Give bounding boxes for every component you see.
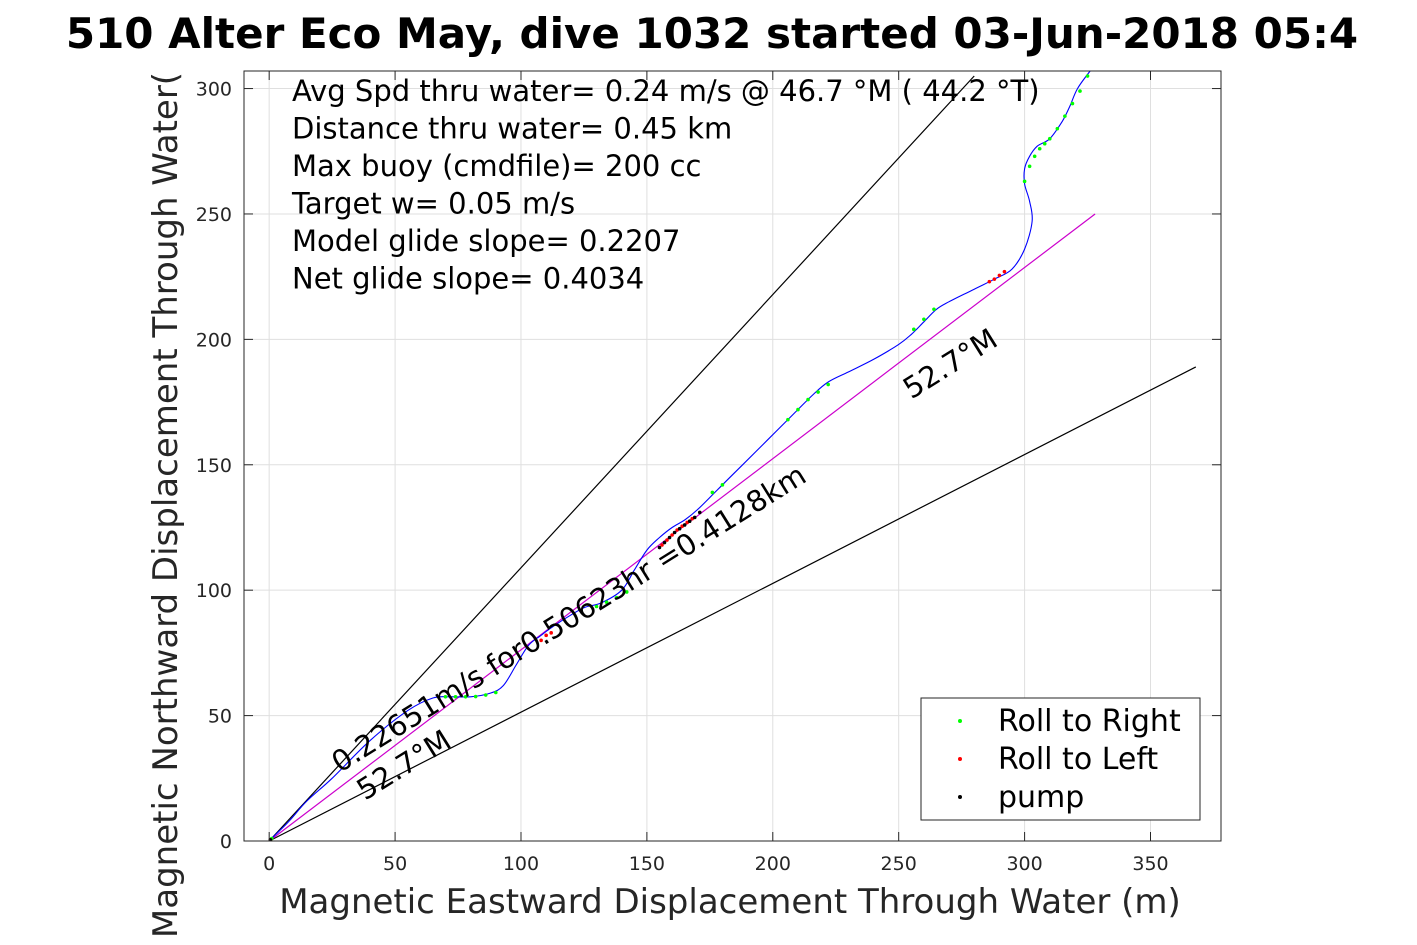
info-line: Net glide slope= 0.4034 [292,262,644,296]
pump-point [692,515,697,520]
reference-line [268,75,975,842]
roll-left-point [660,543,664,547]
legend-marker [958,795,962,799]
reference-line [268,366,1197,842]
roll-right-point [594,604,599,609]
roll-right-point [1032,154,1037,159]
roll-right-point [826,382,830,387]
roll-left-point [544,633,548,638]
roll-right-point [710,490,715,495]
roll-right-point [624,590,629,594]
roll-right-point [720,483,725,487]
roll-left-point [549,631,554,635]
x-tick-label: 200 [755,853,791,875]
roll-right-point [922,317,926,322]
y-tick-label: 0 [220,831,232,853]
roll-right-point [1055,126,1060,131]
pump-point [677,526,682,531]
y-tick-label: 200 [196,329,232,351]
info-line: Distance thru water= 0.45 km [292,112,732,146]
roll-left-point [539,638,543,643]
info-line: Avg Spd thru water= 0.24 m/s @ 46.7 °M (… [292,74,1040,108]
roll-right-point [1042,141,1047,146]
x-tick-label: 350 [1132,853,1168,875]
x-tick-label: 0 [263,853,275,875]
y-tick-label: 50 [208,706,232,728]
roll-right-point [483,693,488,697]
roll-left-point [670,533,674,537]
pump-point [657,545,662,550]
x-tick-label: 250 [881,853,917,875]
roll-right-point [786,417,790,422]
roll-right-point [463,694,468,699]
roll-right-point [604,600,609,605]
y-tick-label: 250 [196,204,232,226]
y-tick-label: 150 [196,455,232,477]
roll-left-point [992,277,997,281]
track [268,70,1091,842]
roll-right-point [494,690,498,695]
legend-marker [958,757,962,761]
roll-right-point [473,694,478,699]
info-block: Avg Spd thru water= 0.24 m/s @ 46.7 °M (… [291,74,1040,296]
info-line: Max buoy (cmdfile)= 200 cc [292,149,701,183]
roll-right-point [796,407,800,412]
legend-box [920,697,1201,821]
roll-left-point [987,279,992,284]
roll-left-point [665,538,669,542]
roll-right-point [816,390,820,394]
legend-marker [958,719,962,723]
roll-right-point [932,307,936,312]
roll-left-point [1002,269,1007,274]
x-tick-label: 300 [1006,853,1042,875]
pump-point [697,510,702,515]
roll-right-point [453,694,458,699]
roll-right-point [1027,164,1032,169]
pump-point [687,519,692,524]
roll-right-point [1022,179,1027,184]
roll-right-point [1085,74,1090,78]
roll-right-point [614,595,619,600]
legend-label: Roll to Right [998,704,1181,739]
x-axis-label: Magnetic Eastward Displacement Through W… [279,882,1181,922]
roll-right-point [911,327,916,332]
y-tick-label: 300 [196,79,232,101]
roll-right-point [443,694,448,699]
ticks: 0 50 100 150 200 250 300 350 0 50 100 150 200 250 300 [196,71,1221,875]
plot-frame [243,70,1222,842]
roll-right-point [1047,136,1052,141]
chart-title: 510 Alter Eco May, dive 1032 started 03-… [66,9,1358,58]
roll-right-point [1037,146,1042,151]
pump-point [667,535,672,540]
roll-right-point [806,397,810,402]
x-tick-label: 100 [503,853,539,875]
y-axis-label: Magnetic Northward Displacement Through … [146,72,186,938]
pump-point [672,530,677,535]
info-line: Target w= 0.05 m/s [291,187,575,221]
pump-point [682,523,687,527]
y-tick-label: 100 [196,580,232,602]
legend-label: pump [998,780,1084,815]
x-tick-label: 150 [629,853,665,875]
roll-right-point [1078,89,1082,93]
info-line: Model glide slope= 0.2207 [292,224,680,258]
roll-right-point [1070,101,1075,106]
roll-right-point [1063,114,1067,118]
x-tick-label: 50 [383,853,407,875]
markers [268,74,1090,842]
legend-label: Roll to Left [998,742,1158,777]
track-line [268,70,1091,842]
roll-left-point [997,273,1002,278]
pump-point [662,540,667,545]
